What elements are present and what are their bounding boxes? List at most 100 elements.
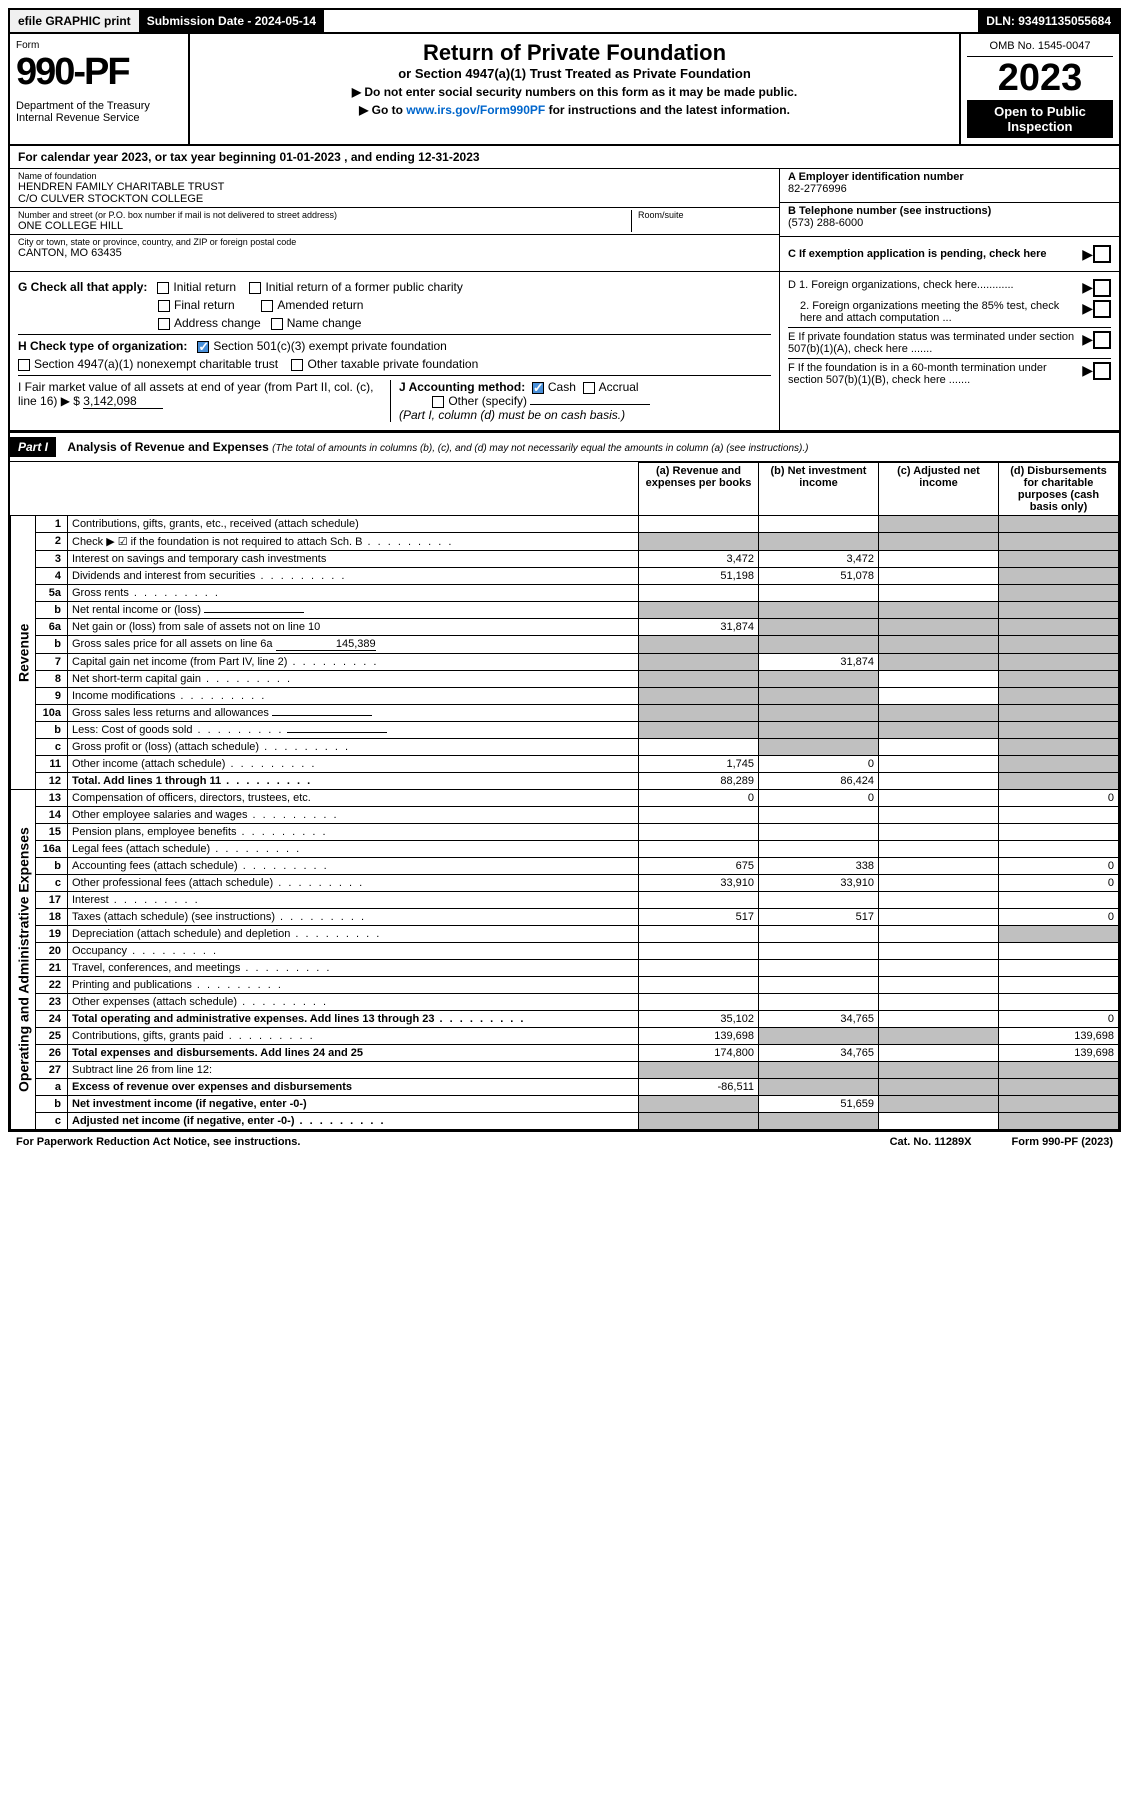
cb-4947[interactable] — [18, 359, 30, 371]
line-desc: Printing and publications — [68, 977, 639, 994]
cell-shaded — [639, 1113, 759, 1130]
table-row: 19Depreciation (attach schedule) and dep… — [11, 926, 1119, 943]
cell-value — [999, 807, 1119, 824]
cell-value — [759, 892, 879, 909]
line-desc: Check ▶ ☑ if the foundation is not requi… — [68, 533, 639, 551]
cell-shaded — [639, 1062, 759, 1079]
table-row: 23Other expenses (attach schedule) — [11, 994, 1119, 1011]
line-number: 3 — [36, 551, 68, 568]
cb-amended[interactable] — [261, 300, 273, 312]
topbar: efile GRAPHIC print Submission Date - 20… — [10, 10, 1119, 34]
cell-value: 34,765 — [759, 1045, 879, 1062]
cell-shaded — [759, 1079, 879, 1096]
cell-value — [879, 773, 999, 790]
table-row: 9Income modifications — [11, 688, 1119, 705]
cb-501c3[interactable] — [197, 341, 209, 353]
line-desc: Other professional fees (attach schedule… — [68, 875, 639, 892]
line-number: 13 — [36, 790, 68, 807]
cb-initial-former[interactable] — [249, 282, 261, 294]
cell-value — [999, 943, 1119, 960]
cell-value — [759, 841, 879, 858]
cb-other-method[interactable] — [432, 396, 444, 408]
cell-shaded — [999, 671, 1119, 688]
cb-cash[interactable] — [532, 382, 544, 394]
cell-shaded — [639, 654, 759, 671]
line-desc: Gross sales price for all assets on line… — [68, 636, 639, 654]
line-number: 11 — [36, 756, 68, 773]
line-number: b — [36, 602, 68, 619]
cb-other-tax[interactable] — [291, 359, 303, 371]
cell-value: 517 — [759, 909, 879, 926]
cell-value — [879, 688, 999, 705]
table-row: 25Contributions, gifts, grants paid139,6… — [11, 1028, 1119, 1045]
cell-shaded — [639, 671, 759, 688]
cell-value — [639, 994, 759, 1011]
cb-namechange[interactable] — [271, 318, 283, 330]
cb-d2[interactable] — [1093, 300, 1111, 318]
cell-value — [999, 994, 1119, 1011]
col-c: (c) Adjusted net income — [879, 463, 999, 516]
irs-link[interactable]: www.irs.gov/Form990PF — [406, 103, 545, 117]
cb-final[interactable] — [158, 300, 170, 312]
line-desc: Other employee salaries and wages — [68, 807, 639, 824]
cell-value: 88,289 — [639, 773, 759, 790]
table-row: 18Taxes (attach schedule) (see instructi… — [11, 909, 1119, 926]
section-vlabel: Operating and Administrative Expenses — [11, 790, 36, 1130]
line-number: 24 — [36, 1011, 68, 1028]
line-desc: Excess of revenue over expenses and disb… — [68, 1079, 639, 1096]
cell-shaded — [759, 705, 879, 722]
exemption-checkbox[interactable] — [1093, 245, 1111, 263]
part1-header: Part I Analysis of Revenue and Expenses … — [10, 431, 1119, 462]
cell-value: -86,511 — [639, 1079, 759, 1096]
cell-shaded — [999, 533, 1119, 551]
cell-shaded — [999, 926, 1119, 943]
cell-value: 174,800 — [639, 1045, 759, 1062]
footer-mid: Cat. No. 11289X — [890, 1136, 972, 1148]
table-row: Operating and Administrative Expenses13C… — [11, 790, 1119, 807]
line-desc: Capital gain net income (from Part IV, l… — [68, 654, 639, 671]
cell-value: 139,698 — [999, 1028, 1119, 1045]
line-desc: Gross rents — [68, 585, 639, 602]
g-label: G Check all that apply: — [18, 280, 147, 294]
line-desc: Adjusted net income (if negative, enter … — [68, 1113, 639, 1130]
check-section: G Check all that apply: Initial return I… — [10, 272, 1119, 431]
table-row: 22Printing and publications — [11, 977, 1119, 994]
cell-shaded — [879, 636, 999, 654]
cell-shaded — [999, 705, 1119, 722]
cb-f[interactable] — [1093, 362, 1111, 380]
table-row: 6aNet gain or (loss) from sale of assets… — [11, 619, 1119, 636]
cell-value — [879, 977, 999, 994]
line-desc: Total expenses and disbursements. Add li… — [68, 1045, 639, 1062]
cell-shaded — [879, 705, 999, 722]
cell-shaded — [999, 1079, 1119, 1096]
cb-initial[interactable] — [157, 282, 169, 294]
cell-value: 3,472 — [759, 551, 879, 568]
street-label: Number and street (or P.O. box number if… — [18, 210, 631, 220]
fmv-value: 3,142,098 — [83, 394, 163, 409]
dln: DLN: 93491135055684 — [978, 10, 1119, 32]
cell-shaded — [879, 1079, 999, 1096]
cell-value: 338 — [759, 858, 879, 875]
cell-value: 51,198 — [639, 568, 759, 585]
cell-shaded — [879, 602, 999, 619]
j-label: J Accounting method: — [399, 380, 525, 394]
table-row: 8Net short-term capital gain — [11, 671, 1119, 688]
cb-address[interactable] — [158, 318, 170, 330]
cb-e[interactable] — [1093, 331, 1111, 349]
cell-shaded — [639, 602, 759, 619]
cb-d1[interactable] — [1093, 279, 1111, 297]
cell-value — [879, 568, 999, 585]
cell-shaded — [879, 1096, 999, 1113]
table-row: aExcess of revenue over expenses and dis… — [11, 1079, 1119, 1096]
cell-value: 0 — [759, 790, 879, 807]
part-desc: (The total of amounts in columns (b), (c… — [272, 443, 808, 454]
cell-value — [879, 960, 999, 977]
cb-accrual[interactable] — [583, 382, 595, 394]
part-label: Part I — [10, 437, 56, 457]
cell-value — [639, 585, 759, 602]
line-desc: Legal fees (attach schedule) — [68, 841, 639, 858]
cell-shaded — [879, 1062, 999, 1079]
cell-shaded — [759, 533, 879, 551]
line-number: b — [36, 858, 68, 875]
section-vlabel: Revenue — [11, 516, 36, 790]
